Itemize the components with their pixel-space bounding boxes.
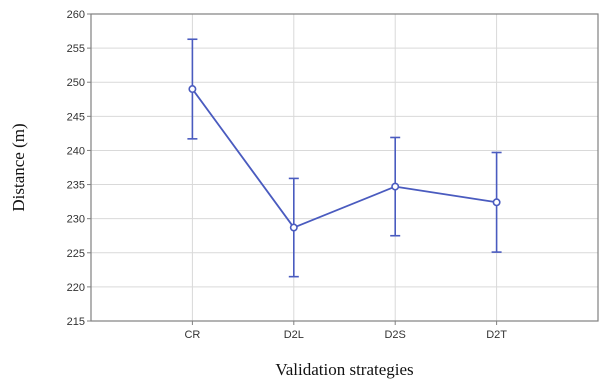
x-tick-label: CR [184,329,200,341]
y-tick-label: 220 [67,282,85,294]
x-tick-label: D2L [284,329,304,341]
x-tick-label: D2T [486,329,507,341]
y-tick-label: 225 [67,248,85,260]
y-tick-label: 230 [67,214,85,226]
y-axis-title: Distance (m) [9,123,28,211]
y-tick-labels: 215 220 225 230 235 240 245 250 255 260 [67,9,91,328]
plot-frame [90,13,599,322]
data-point [492,198,501,207]
y-tick-label: 215 [67,316,85,328]
series-layer [187,38,502,278]
y-tick-label: 255 [67,43,85,55]
series-line [191,88,497,229]
data-point [289,223,298,232]
y-tick-label: 250 [67,77,85,89]
data-point [391,182,400,191]
y-tick-label: 245 [67,111,85,123]
x-tick-label: D2S [384,329,405,341]
grid-layer [91,13,598,322]
data-point [188,85,197,94]
y-tick-label: 260 [67,9,85,21]
x-tick-labels: CR D2L D2S D2T [184,321,507,341]
y-tick-label: 235 [67,180,85,192]
x-axis-title: Validation strategies [275,360,413,379]
y-tick-label: 240 [67,145,85,157]
